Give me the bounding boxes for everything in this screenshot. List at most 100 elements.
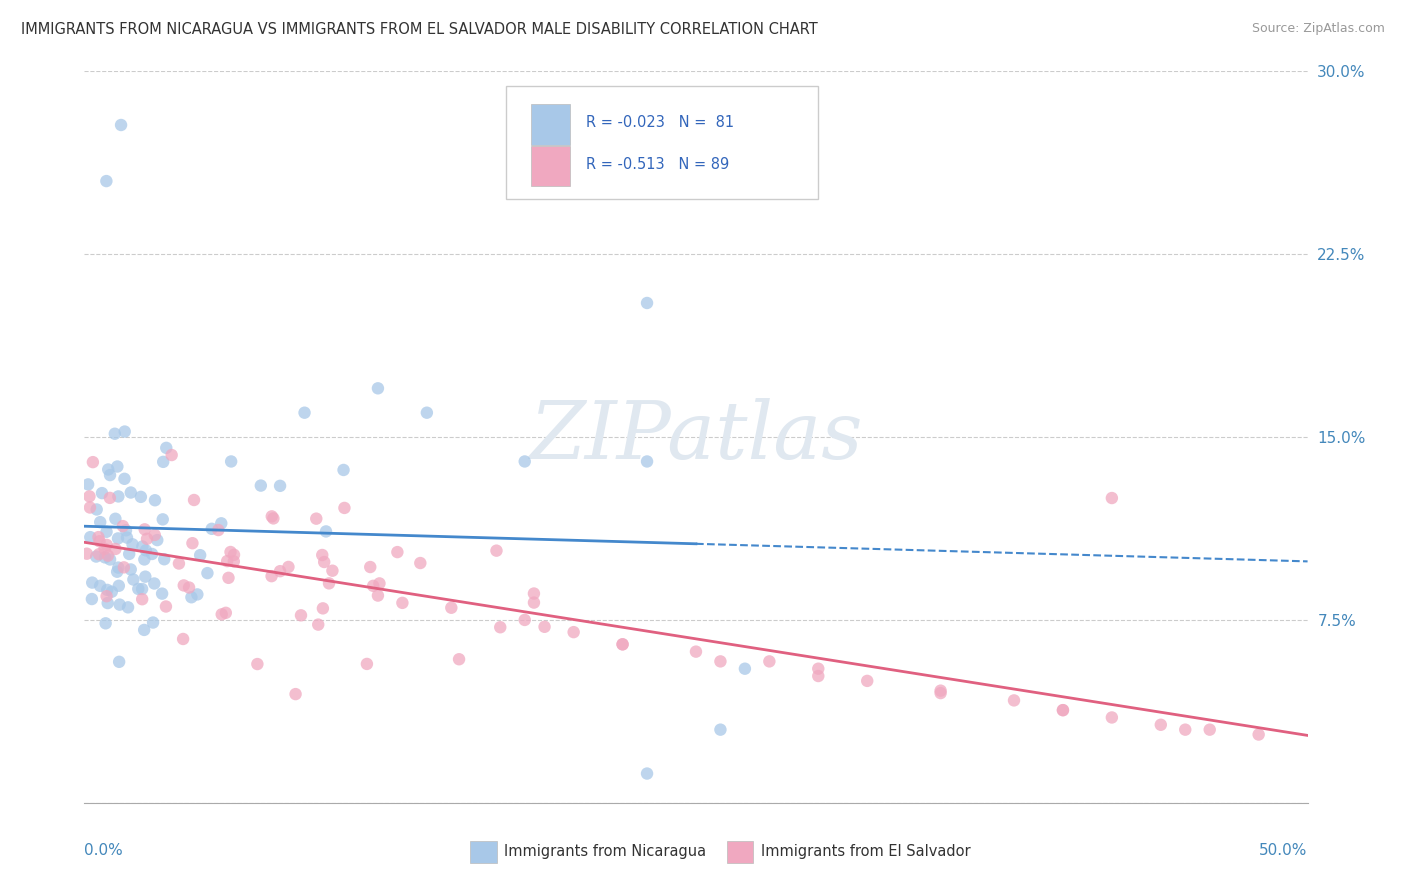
Point [262,511,284,525]
Point [160,448,183,462]
Point [612,637,634,651]
Point [97,549,120,563]
Point [89,534,111,549]
Point [131,540,153,554]
Point [260,509,283,524]
Point [108,655,131,669]
Point [1052,703,1074,717]
Point [356,657,378,671]
Point [269,479,291,493]
Point [318,576,340,591]
Point [807,662,830,676]
Point [315,524,337,539]
Point [117,600,139,615]
Point [79,500,101,515]
Point [96,524,118,539]
Point [333,500,356,515]
Text: Source: ZipAtlas.com: Source: ZipAtlas.com [1251,22,1385,36]
Point [387,545,409,559]
Point [134,522,156,536]
Point [314,555,336,569]
Point [321,564,343,578]
Point [207,523,229,537]
Point [636,766,658,780]
Point [409,556,432,570]
Point [209,516,232,531]
Point [89,579,111,593]
Point [104,512,127,526]
Point [929,686,952,700]
Point [513,454,536,468]
Text: IMMIGRANTS FROM NICARAGUA VS IMMIGRANTS FROM EL SALVADOR MALE DISABILITY CORRELA: IMMIGRANTS FROM NICARAGUA VS IMMIGRANTS … [21,22,818,37]
Point [513,613,536,627]
Point [96,538,118,552]
Point [98,491,121,505]
Point [108,579,131,593]
Point [107,532,129,546]
Point [89,515,111,529]
Point [173,578,195,592]
Point [82,455,104,469]
Point [307,617,329,632]
Point [142,615,165,630]
Point [79,530,101,544]
Point [260,569,283,583]
Point [96,174,118,188]
Point [440,600,463,615]
Point [219,454,242,468]
Point [391,596,413,610]
Text: R = -0.513   N = 89: R = -0.513 N = 89 [586,157,730,172]
Point [533,620,555,634]
FancyBboxPatch shape [506,86,818,200]
Point [93,541,115,556]
Text: 50.0%: 50.0% [1260,843,1308,858]
Point [120,485,142,500]
Point [134,569,156,583]
Point [87,530,110,544]
Point [76,547,98,561]
Point [180,591,202,605]
Point [155,441,177,455]
Point [80,592,103,607]
Point [368,576,391,591]
Point [111,519,134,533]
Point [135,543,157,558]
Point [1101,491,1123,505]
Point [143,576,166,591]
Point [217,554,239,568]
Point [612,637,634,651]
Point [98,552,121,566]
Point [104,426,127,441]
Point [79,489,101,503]
Point [447,652,470,666]
Point [305,511,328,525]
Point [96,582,118,597]
Point [94,550,117,565]
Point [359,560,381,574]
Point [167,557,190,571]
Point [269,564,291,578]
Point [152,512,174,526]
Bar [531,146,569,186]
Point [332,463,354,477]
Point [367,589,389,603]
Point [84,549,107,564]
Point [1198,723,1220,737]
Point [86,502,108,516]
Point [105,459,128,474]
Point [143,528,166,542]
Point [114,472,136,486]
Point [114,425,136,439]
Point [98,468,121,483]
Point [122,573,145,587]
Point [101,584,124,599]
Point [222,548,245,562]
Point [807,669,830,683]
Point [172,632,194,646]
Point [636,454,658,468]
Text: Immigrants from Nicaragua: Immigrants from Nicaragua [503,845,706,859]
Point [129,490,152,504]
Point [709,723,731,737]
Point [1174,723,1197,737]
Point [186,587,208,601]
